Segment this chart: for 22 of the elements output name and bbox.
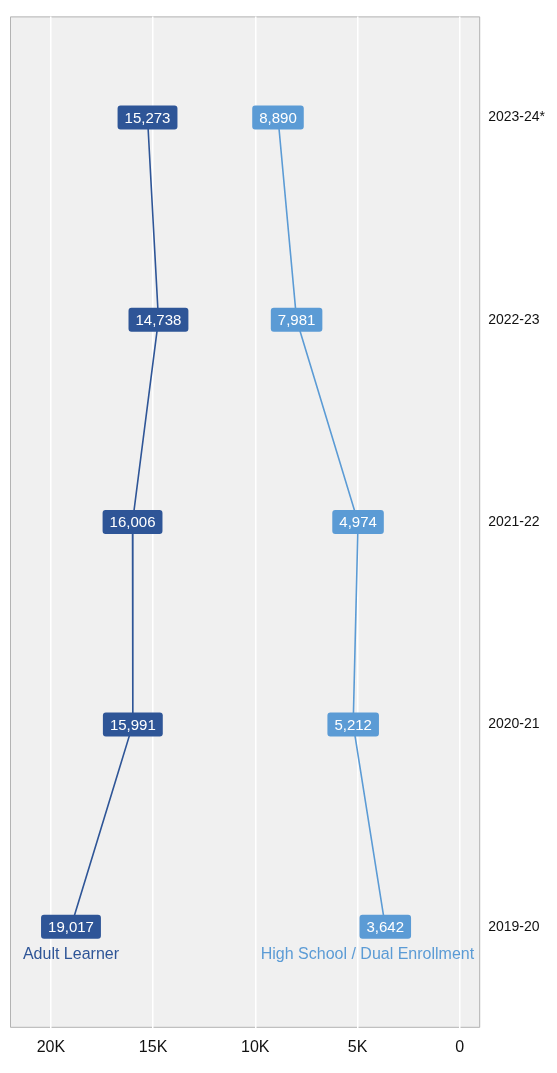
y-tick-label: 2019-20	[488, 917, 540, 934]
data-label: 16,006	[109, 513, 156, 531]
y-tick-label: 2020-21	[488, 715, 540, 732]
data-label: 3,642	[366, 917, 405, 935]
legend-label: High School / Dual Enrollment	[260, 945, 475, 963]
x-tick-label: 0	[455, 1037, 465, 1055]
data-label: 15,273	[124, 108, 171, 126]
data-label: 15,991	[109, 715, 156, 733]
y-tick-label: 2023-24*	[488, 108, 546, 125]
y-tick-label: 2022-23	[488, 310, 540, 327]
data-label: 5,212	[334, 715, 372, 733]
legend-label: Adult Learner	[22, 945, 120, 963]
y-tick-label: 2021-22	[488, 512, 540, 529]
x-tick-label: 10K	[241, 1037, 270, 1055]
data-label: 4,974	[339, 513, 377, 531]
x-tick-label: 5K	[347, 1037, 368, 1055]
x-tick-label: 20K	[36, 1037, 66, 1055]
data-label: 14,738	[135, 310, 182, 328]
data-label: 7,981	[277, 310, 316, 328]
data-label: 19,017	[48, 917, 94, 935]
data-label: 8,890	[259, 108, 297, 126]
x-tick-label: 15K	[138, 1037, 168, 1055]
